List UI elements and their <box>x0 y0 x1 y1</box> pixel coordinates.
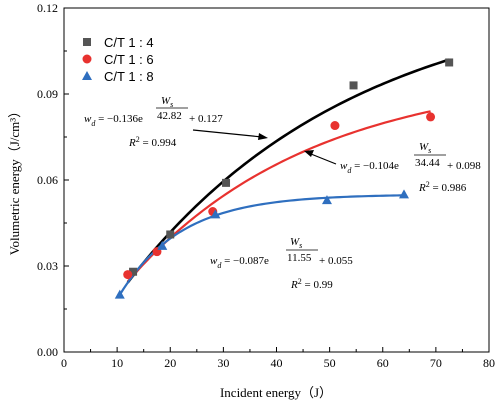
svg-text:wd = −0.104e: wd = −0.104e <box>340 160 399 175</box>
ticks-layer: 0 10 20 30 40 50 60 70 80 0.00 0.03 0.06 0.09 0.12 <box>37 1 495 370</box>
eq3-exp-num-sub: s <box>299 241 302 250</box>
data-point-series-3 <box>157 240 168 250</box>
eq1-exp-num-sub: s <box>170 100 173 109</box>
data-point-series-1 <box>129 267 138 276</box>
data-point-series-2 <box>426 112 436 122</box>
svg-text:Ws: Ws <box>290 236 302 250</box>
eq2-arrow-line <box>310 153 337 165</box>
legend-marker-triangle <box>82 71 92 80</box>
x-tick-label: 80 <box>483 356 495 370</box>
eq2-exp-num-sub: s <box>428 146 431 155</box>
eq1-r2-val: = 0.994 <box>140 137 177 149</box>
data-point-series-3 <box>114 289 125 299</box>
svg-text:wd = −0.136e: wd = −0.136e <box>84 113 143 128</box>
legend-label-ct-1-4: C/T 1 : 4 <box>104 35 154 50</box>
eq2-lhs-sub: d <box>347 166 352 175</box>
eq3-exp-num: W <box>290 236 300 248</box>
eq3-tail: + 0.055 <box>319 255 353 267</box>
y-axis-title: Volumetric energy（J/cm³） <box>7 105 22 255</box>
data-points <box>114 58 454 299</box>
svg-text:R2 = 0.994: R2 = 0.994 <box>128 135 177 149</box>
y-tick-label: 0.12 <box>37 1 58 15</box>
y-tick-label: 0.03 <box>37 259 58 273</box>
eq1-exp-den: 42.82 <box>157 110 182 122</box>
svg-text:Ws: Ws <box>161 95 173 109</box>
legend: C/T 1 : 4 C/T 1 : 6 C/T 1 : 8 <box>82 35 154 84</box>
data-point-series-1 <box>445 58 454 67</box>
eq2-mid: = −0.104e <box>351 160 399 172</box>
eq3-r2-val: = 0.99 <box>302 279 333 291</box>
eq2-tail: + 0.098 <box>447 160 481 172</box>
equation-ct-1-4: wd = −0.136e Ws 42.82 + 0.127 R2 = 0.994 <box>84 95 223 149</box>
equation-ct-1-6: wd = −0.104e Ws 34.44 + 0.098 R2 = 0.986 <box>340 141 481 194</box>
eq3-mid: = −0.087e <box>221 255 269 267</box>
eq3-exp-den: 11.55 <box>287 252 312 264</box>
plot-frame <box>63 7 490 353</box>
svg-text:R2 = 0.99: R2 = 0.99 <box>290 277 333 291</box>
eq3-lhs: w <box>210 255 218 267</box>
data-point-series-1 <box>166 230 175 239</box>
x-tick-label: 0 <box>61 356 67 370</box>
legend-marker-square <box>83 38 91 46</box>
eq1-r2-label: R <box>128 137 136 149</box>
eq1-arrow-line <box>192 129 263 138</box>
x-tick-label: 30 <box>217 356 229 370</box>
y-tick-label: 0.06 <box>37 173 58 187</box>
y-tick-label: 0.00 <box>37 345 58 359</box>
fit-curve-series-3 <box>118 194 405 296</box>
y-tick-label: 0.09 <box>37 87 58 101</box>
eq2-r2-label: R <box>418 182 426 194</box>
eq2-exp-num: W <box>419 141 429 153</box>
x-tick-label: 40 <box>271 356 283 370</box>
eq1-arrow-head <box>258 133 268 140</box>
eq2-lhs: w <box>340 160 348 172</box>
eq1-tail: + 0.127 <box>189 113 223 125</box>
x-tick-label: 60 <box>377 356 389 370</box>
legend-label-ct-1-8: C/T 1 : 8 <box>104 69 154 84</box>
eq3-r2-sup: 2 <box>298 277 302 286</box>
eq1-lhs-sub: d <box>91 119 96 128</box>
legend-marker-circle <box>82 54 92 64</box>
x-tick-label: 10 <box>111 356 123 370</box>
x-axis-title: Incident energy（J） <box>220 385 332 400</box>
eq2-r2-sup: 2 <box>426 180 430 189</box>
fit-curve-series-2 <box>126 110 431 283</box>
data-point-series-3 <box>210 209 221 219</box>
eq2-exp-den: 34.44 <box>415 157 440 169</box>
data-point-series-3 <box>321 195 332 205</box>
eq3-r2-label: R <box>290 279 298 291</box>
eq3-lhs-sub: d <box>217 261 222 270</box>
data-point-series-1 <box>349 81 358 90</box>
eq1-exp-num: W <box>161 95 171 107</box>
eq2-arrow-head <box>304 150 314 157</box>
x-tick-label: 20 <box>164 356 176 370</box>
svg-text:wd = −0.087e: wd = −0.087e <box>210 255 269 270</box>
data-point-series-1 <box>222 178 231 187</box>
eq1-r2-sup: 2 <box>136 135 140 144</box>
data-point-series-2 <box>123 270 133 280</box>
data-point-series-2 <box>330 121 340 131</box>
fit-curve-series-1 <box>126 58 450 284</box>
x-tick-label: 50 <box>324 356 336 370</box>
data-point-series-3 <box>399 189 409 199</box>
eq1-lhs: w <box>84 113 92 125</box>
svg-text:Ws: Ws <box>419 141 431 155</box>
fit-curves <box>118 58 450 296</box>
svg-text:R2 = 0.986: R2 = 0.986 <box>418 180 467 194</box>
equation-ct-1-8: wd = −0.087e Ws 11.55 + 0.055 R2 = 0.99 <box>210 236 353 291</box>
legend-label-ct-1-6: C/T 1 : 6 <box>104 52 154 67</box>
eq2-r2-val: = 0.986 <box>430 182 467 194</box>
eq1-mid: = −0.136e <box>95 113 143 125</box>
x-tick-label: 70 <box>430 356 442 370</box>
